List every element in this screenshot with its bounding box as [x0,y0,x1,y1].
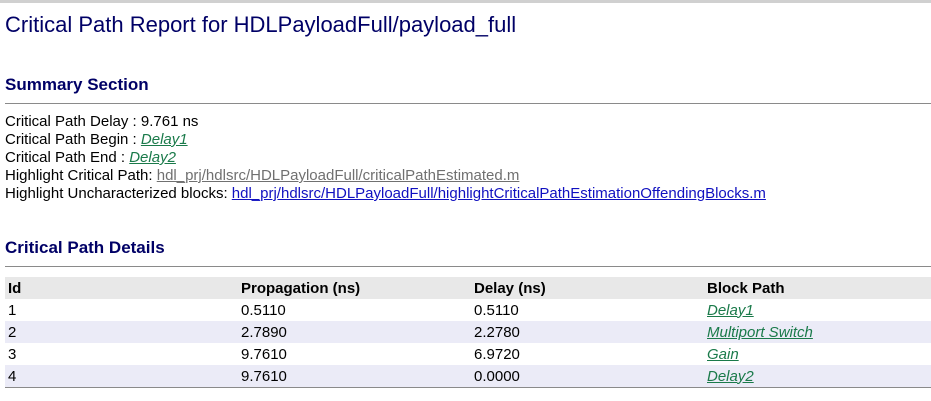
critical-path-end-label: Critical Path End : [5,149,130,166]
cell-delay: 0.0000 [471,365,704,388]
table-row: 3 9.7610 6.9720 Gain [5,343,931,365]
cell-block-path: Delay1 [704,299,931,321]
table-row: 1 0.5110 0.5110 Delay1 [5,299,931,321]
cell-block-path: Gain [704,343,931,365]
report-page: Critical Path Report for HDLPayloadFull/… [0,11,931,388]
summary-divider [5,103,931,104]
highlight-uncharacterized-link[interactable]: hdl_prj/hdlsrc/HDLPayloadFull/highlightC… [231,185,766,202]
critical-path-end-link[interactable]: Delay2 [129,149,176,166]
cell-id: 3 [5,343,238,365]
table-row: 2 2.7890 2.2780 Multiport Switch [5,321,931,343]
table-header-row: Id Propagation (ns) Delay (ns) Block Pat… [5,276,931,299]
highlight-critical-path-row: Highlight Critical Path: hdl_prj/hdlsrc/… [5,167,931,185]
critical-path-begin-label: Critical Path Begin : [5,131,141,148]
highlight-uncharacterized-label: Highlight Uncharacterized blocks: [5,185,232,202]
cell-id: 1 [5,299,238,321]
cell-propagation: 0.5110 [238,299,471,321]
cell-delay: 6.9720 [471,343,704,365]
critical-path-begin-link[interactable]: Delay1 [140,131,188,148]
cell-block-path: Delay2 [704,365,931,388]
highlight-uncharacterized-row: Highlight Uncharacterized blocks: hdl_pr… [5,185,931,203]
cell-id: 4 [5,365,238,388]
critical-path-delay-value: 9.761 ns [140,113,199,130]
column-header-delay: Delay (ns) [471,276,704,299]
cell-delay: 0.5110 [471,299,704,321]
block-path-link[interactable]: Multiport Switch [707,323,813,341]
report-title: Critical Path Report for HDLPayloadFull/… [5,12,517,37]
critical-path-delay-label: Critical Path Delay : [5,113,141,130]
critical-path-delay-row: Critical Path Delay : 9.761 ns [5,113,931,131]
summary-section: Critical Path Delay : 9.761 ns Critical … [5,113,931,203]
critical-path-table: Id Propagation (ns) Delay (ns) Block Pat… [5,276,931,388]
highlight-critical-path-label: Highlight Critical Path: [5,167,157,184]
block-path-link[interactable]: Gain [707,345,739,363]
cell-id: 2 [5,321,238,343]
critical-path-begin-row: Critical Path Begin : Delay1 [5,131,931,149]
block-path-link[interactable]: Delay1 [707,301,754,319]
cell-propagation: 2.7890 [238,321,471,343]
details-section-heading: Critical Path Details [5,238,165,257]
cell-propagation: 9.7610 [238,365,471,388]
cell-block-path: Multiport Switch [704,321,931,343]
details-divider [5,266,931,267]
summary-section-heading: Summary Section [5,75,149,94]
critical-path-end-row: Critical Path End : Delay2 [5,149,931,167]
table-row: 4 9.7610 0.0000 Delay2 [5,365,931,388]
block-path-link[interactable]: Delay2 [707,367,754,385]
cell-delay: 2.2780 [471,321,704,343]
column-header-id: Id [5,276,238,299]
highlight-critical-path-link[interactable]: hdl_prj/hdlsrc/HDLPayloadFull/criticalPa… [156,167,520,184]
column-header-block-path: Block Path [704,276,931,299]
cell-propagation: 9.7610 [238,343,471,365]
column-header-propagation: Propagation (ns) [238,276,471,299]
